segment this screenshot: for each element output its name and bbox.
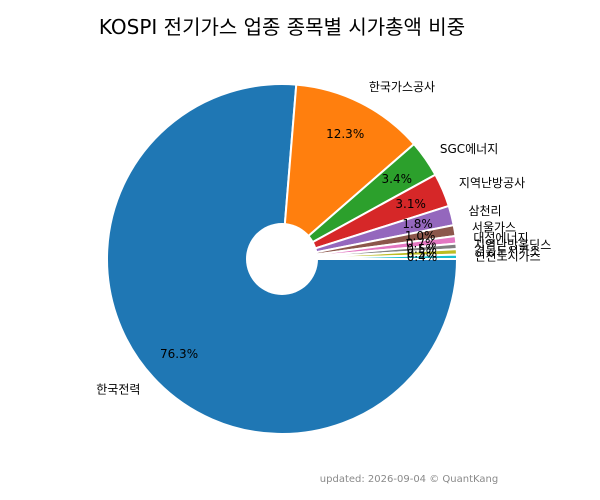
slice-labels: 한국전력 한국가스공사 SGC에너지지역난방공사삼천리서울가스대성에너지지역난방홀딩… [96,80,551,396]
pie-slice [280,83,416,262]
donut-hole [246,223,318,295]
slice-percent-label: 3.1% [395,197,426,211]
slice-percent-label: 3.4% [382,172,413,186]
slice-category-label: 경동도시가스 [474,244,540,258]
slice-percent-label: 1.0% [405,229,436,243]
pie-slice [281,253,459,260]
chart-title: KOSPI 전기가스 업종 종목별 시가총액 비중 [99,15,465,39]
slice-category-label: 지역난방홀딩스 [474,238,551,252]
slice-percent-label: 76.3% [160,347,198,361]
percent-labels: 76.3% 12.3% 3.4% 3.1% 1.8%1.0%0.7%0.5%0.5%0.… [160,127,437,361]
slice-category-label: 지역난방공사 [459,176,525,190]
footer-credit: updated: 2026-09-04 © QuantKang [320,474,498,485]
slice-percent-label: 0.4% [407,250,438,264]
slice-percent-label: 12.3% [326,127,364,141]
slice-percent-label: 1.8% [402,217,433,231]
slice-category-label: 한국전력 [96,382,140,396]
slice-percent-label: 0.7% [406,237,437,251]
slice-category-label: 대성에너지 [473,231,528,245]
slice-percent-label: 0.5% [407,246,438,260]
slice-category-label: 한국가스공사 [369,80,435,94]
slice-category-label: SGC에너지 [440,142,498,156]
slice-category-label: 인천도시가스 [474,249,540,264]
slice-category-label: 삼천리 [468,203,501,218]
slice-category-label: 서울가스 [472,221,516,235]
slice-percent-label: 0.5% [406,242,437,256]
